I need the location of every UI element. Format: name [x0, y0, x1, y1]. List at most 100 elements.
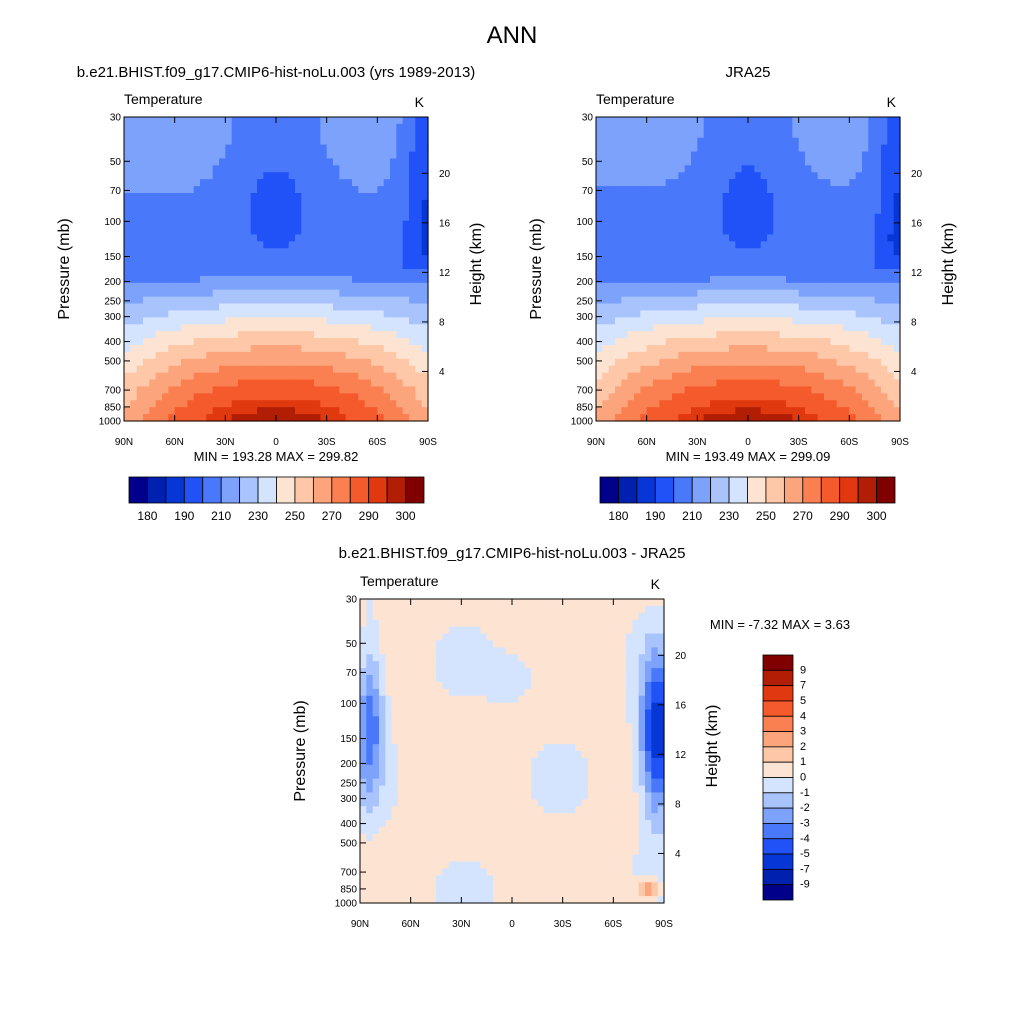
heatmap-cell: [596, 158, 603, 166]
heatmap-cell: [575, 668, 582, 676]
heatmap-cell: [685, 366, 692, 374]
heatmap-cell: [620, 640, 627, 648]
heatmap-cell: [263, 310, 270, 318]
heatmap-cell: [862, 262, 869, 270]
y-axis-title: Pressure (mb): [56, 218, 73, 319]
heatmap-cell: [238, 414, 245, 422]
heatmap-cell: [824, 179, 831, 187]
heatmap-cell: [805, 248, 812, 256]
heatmap-cell: [162, 324, 169, 332]
heatmap-cell: [653, 117, 660, 125]
heatmap-cell: [754, 117, 761, 125]
heatmap-cell: [409, 304, 416, 312]
heatmap-cell: [232, 186, 239, 194]
heatmap-cell: [685, 221, 692, 229]
heatmap-cell: [404, 654, 411, 662]
heatmap-cell: [735, 414, 742, 422]
heatmap-cell: [358, 138, 365, 146]
heatmap-cell: [748, 131, 755, 139]
heatmap-cell: [651, 606, 658, 614]
heatmap-cell: [704, 158, 711, 166]
heatmap-cell: [499, 620, 506, 628]
heatmap-cell: [168, 248, 175, 256]
heatmap-cell: [409, 352, 416, 360]
heatmap-cell: [843, 297, 850, 305]
heatmap-cell: [761, 297, 768, 305]
heatmap-cell: [799, 400, 806, 408]
heatmap-cell: [640, 380, 647, 388]
heatmap-cell: [295, 386, 302, 394]
heatmap-cell: [748, 317, 755, 325]
colorbar-label: 290: [359, 509, 379, 523]
heatmap-cell: [175, 158, 182, 166]
heatmap-cell: [327, 131, 334, 139]
heatmap-cell: [729, 131, 736, 139]
heatmap-cell: [366, 627, 373, 635]
heatmap-cell: [615, 221, 622, 229]
heatmap-cell: [225, 386, 232, 394]
heatmap-cell: [156, 345, 163, 353]
heatmap-cell: [799, 138, 806, 146]
heatmap-cell: [628, 373, 635, 381]
heatmap-cell: [487, 647, 494, 655]
heatmap-cell: [537, 675, 544, 683]
heatmap-cell: [333, 366, 340, 374]
heatmap-cell: [843, 400, 850, 408]
heatmap-cell: [723, 283, 730, 291]
heatmap-cell: [149, 241, 156, 249]
heatmap-cell: [162, 131, 169, 139]
heatmap-cell: [601, 675, 608, 683]
heatmap-cell: [653, 158, 660, 166]
heatmap-cell: [339, 345, 346, 353]
heatmap-cell: [130, 234, 137, 242]
heatmap-cell: [156, 221, 163, 229]
heatmap-cell: [632, 599, 639, 607]
heatmap-cell: [653, 380, 660, 388]
heatmap-cell: [887, 317, 894, 325]
heatmap-cell: [723, 138, 730, 146]
heatmap-cell: [723, 221, 730, 229]
heatmap-cell: [352, 152, 359, 160]
heatmap-cell: [868, 179, 875, 187]
heatmap-cell: [168, 297, 175, 305]
heatmap-cell: [748, 138, 755, 146]
heatmap-cell: [544, 640, 551, 648]
heatmap-cell: [244, 290, 251, 298]
heatmap-cell: [830, 373, 837, 381]
heatmap-cell: [602, 407, 609, 415]
heatmap-cell: [346, 345, 353, 353]
heatmap-cell: [856, 248, 863, 256]
heatmap-cell: [333, 352, 340, 360]
heatmap-cell: [723, 228, 730, 236]
heatmap-cell: [301, 317, 308, 325]
heatmap-cell: [384, 145, 391, 153]
heatmap-cell: [365, 152, 372, 160]
heatmap-cell: [137, 248, 144, 256]
heatmap-cell: [200, 331, 207, 339]
heatmap-cell: [289, 248, 296, 256]
heatmap-cell: [384, 255, 391, 263]
heatmap-cell: [767, 186, 774, 194]
heatmap-cell: [415, 207, 422, 215]
heatmap-cell: [647, 138, 654, 146]
heatmap-cell: [409, 255, 416, 263]
heatmap-cell: [602, 255, 609, 263]
heatmap-cell: [735, 138, 742, 146]
heatmap-cell: [729, 400, 736, 408]
heatmap-cell: [537, 620, 544, 628]
heatmap-cell: [143, 366, 150, 374]
heatmap-cell: [647, 393, 654, 401]
heatmap-cell: [678, 338, 685, 346]
heatmap-cell: [824, 380, 831, 388]
heatmap-cell: [415, 304, 422, 312]
heatmap-cell: [640, 207, 647, 215]
heatmap-cell: [333, 241, 340, 249]
heatmap-cell: [371, 124, 378, 132]
heatmap-cell: [175, 200, 182, 208]
heatmap-cell: [175, 317, 182, 325]
heatmap-cell: [849, 310, 856, 318]
heatmap-cell: [704, 359, 711, 367]
heatmap-cell: [124, 200, 131, 208]
heatmap-cell: [289, 207, 296, 215]
heatmap-cell: [455, 654, 462, 662]
